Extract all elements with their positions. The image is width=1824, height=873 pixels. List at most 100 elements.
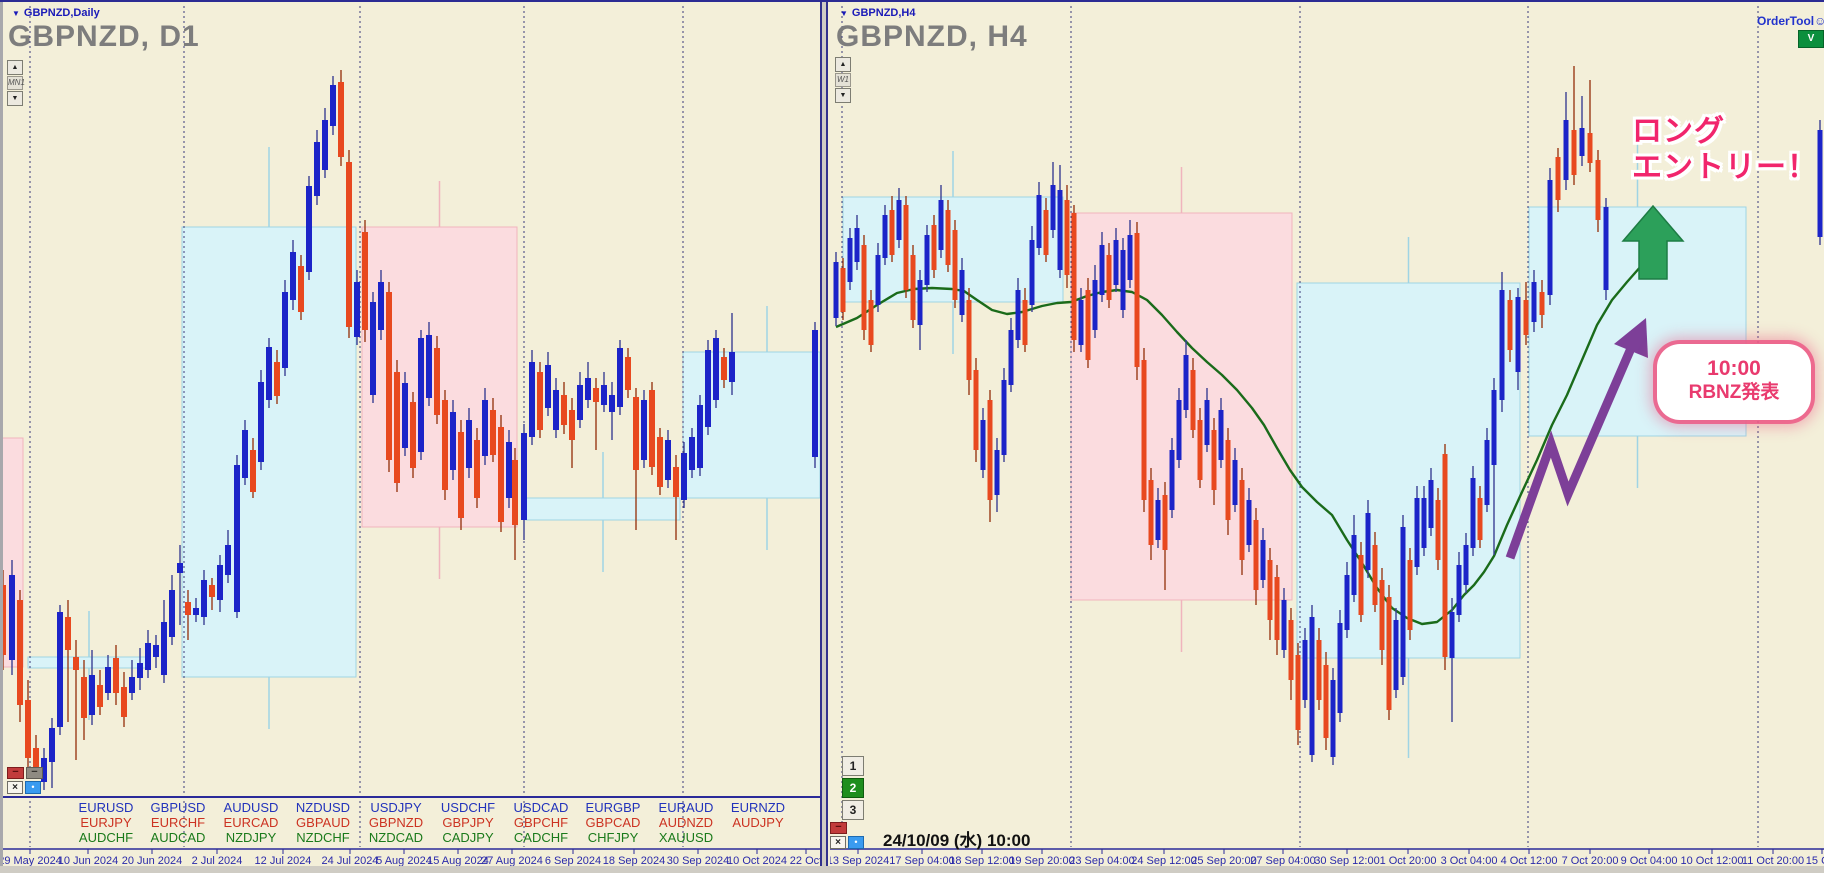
candlestick (868, 300, 874, 345)
currency-pair-label[interactable]: EURAUD (659, 800, 714, 815)
currency-pair-label[interactable]: USDJPY (370, 800, 422, 815)
candlestick (649, 390, 655, 467)
currency-pair-label[interactable]: XAUUSD (659, 830, 713, 845)
currency-pair-label[interactable]: EURUSD (79, 800, 134, 815)
candlestick (1253, 520, 1259, 590)
candlestick (713, 338, 719, 400)
candlestick (1155, 500, 1161, 540)
date-label: 13 Sep 2024 (830, 855, 889, 866)
candlestick (1372, 545, 1378, 605)
cyan-zone[interactable] (682, 351, 820, 499)
date-label: 10 Oct 12:00 (1681, 855, 1744, 866)
minimize-button-red[interactable]: − (7, 767, 24, 779)
cyan-zone[interactable] (181, 226, 357, 678)
candlestick (593, 388, 599, 402)
currency-pair-label[interactable]: GBPNZD (369, 815, 423, 830)
currency-pair-label[interactable]: NZDUSD (296, 800, 350, 815)
currency-pair-label[interactable]: NZDCHF (296, 830, 349, 845)
currency-pair-label[interactable]: EURGBP (586, 800, 641, 815)
candlestick (113, 658, 119, 693)
currency-pair-label[interactable]: EURNZD (731, 800, 785, 815)
candlestick (847, 238, 853, 282)
candlestick (1211, 430, 1217, 490)
candlestick (1435, 500, 1441, 560)
candlestick (57, 612, 63, 727)
date-label: 6 Sep 2024 (545, 855, 601, 866)
candlestick (812, 330, 818, 457)
candlestick (1595, 160, 1601, 220)
currency-pair-label[interactable]: AUDCHF (79, 830, 133, 845)
date-label: 12 Jul 2024 (255, 855, 312, 866)
currency-pair-label[interactable]: EURJPY (80, 815, 132, 830)
currency-pair-label[interactable]: AUDNZD (659, 815, 713, 830)
candlestick (306, 186, 312, 272)
timeframe-down-button[interactable]: ▼ (835, 88, 851, 103)
candlestick (1463, 545, 1469, 585)
date-label: 9 Oct 04:00 (1621, 855, 1678, 866)
candlestick (1587, 133, 1593, 163)
close-button[interactable]: × (830, 836, 846, 849)
cyan-zone[interactable] (525, 497, 681, 521)
symbol-label-daily[interactable]: ▼ GBPNZD,Daily (12, 7, 100, 19)
ordertool-icon[interactable]: V (1798, 30, 1824, 48)
candlestick (442, 400, 448, 490)
dot-button[interactable]: • (25, 781, 41, 794)
candlestick (952, 230, 958, 300)
candlestick (721, 357, 727, 380)
candlestick (1071, 213, 1077, 340)
candlestick (225, 545, 231, 575)
currency-pair-label[interactable]: EURCHF (151, 815, 205, 830)
currency-pair-label[interactable]: AUDCAD (151, 830, 206, 845)
candlestick (314, 142, 320, 196)
currency-pair-label[interactable]: EURCAD (224, 815, 279, 830)
candlestick (633, 397, 639, 470)
candlestick (177, 563, 183, 573)
minimize-button-red[interactable]: − (830, 822, 847, 834)
symbol-label-h4[interactable]: ▼ GBPNZD,H4 (840, 7, 915, 19)
date-label: 4 Oct 12:00 (1501, 855, 1558, 866)
currency-pair-label[interactable]: GBPCAD (586, 815, 641, 830)
candlestick (980, 420, 986, 470)
minimize-button-gray[interactable]: − (26, 767, 43, 779)
date-label: 29 May 2024 (3, 855, 62, 866)
candlestick (1281, 600, 1287, 650)
panel-button-3[interactable]: 3 (842, 800, 864, 820)
currency-pair-label[interactable]: NZDCAD (369, 830, 423, 845)
currency-pair-label[interactable]: CHFJPY (588, 830, 639, 845)
timeframe-down-button[interactable]: ▼ (7, 91, 23, 106)
currency-pair-label[interactable]: USDCHF (441, 800, 495, 815)
panel-button-2[interactable]: 2 (842, 778, 864, 798)
currency-pair-label[interactable]: GBPUSD (151, 800, 206, 815)
currency-pair-label[interactable]: USDCAD (514, 800, 569, 815)
timeframe-up-button[interactable]: ▲ (835, 57, 851, 72)
smiley-icon: ☺ (1814, 14, 1824, 28)
candlestick (346, 162, 352, 327)
ordertool-label[interactable]: OrderTool☺ (1757, 14, 1824, 28)
date-label: 22 Oct (790, 855, 820, 866)
panel-button-1[interactable]: 1 (842, 756, 864, 776)
timeframe-up-button[interactable]: ▲ (7, 60, 23, 75)
currency-pair-label[interactable]: GBPAUD (296, 815, 350, 830)
candlestick (1169, 450, 1175, 510)
currency-pair-label[interactable]: GBPCHF (514, 815, 568, 830)
candlestick (418, 338, 424, 452)
currency-pair-label[interactable]: AUDUSD (224, 800, 279, 815)
candlestick (81, 677, 87, 718)
up-arrow[interactable] (1621, 204, 1685, 280)
candlestick (910, 255, 916, 320)
currency-pair-label[interactable]: AUDJPY (732, 815, 784, 830)
currency-pair-label[interactable]: GBPJPY (442, 815, 494, 830)
candlestick (1162, 495, 1168, 550)
currency-pair-label[interactable]: CADJPY (442, 830, 494, 845)
currency-pair-label[interactable]: CADCHF (514, 830, 568, 845)
dot-button[interactable]: • (848, 836, 864, 849)
candlestick (1113, 240, 1119, 285)
currency-pair-label[interactable]: NZDJPY (226, 830, 277, 845)
candlestick (1414, 498, 1420, 567)
zigzag-arrow[interactable] (1505, 344, 1637, 560)
candlestick (89, 675, 95, 715)
date-label: 27 Sep 04:00 (1250, 855, 1315, 866)
close-button[interactable]: × (7, 781, 23, 794)
